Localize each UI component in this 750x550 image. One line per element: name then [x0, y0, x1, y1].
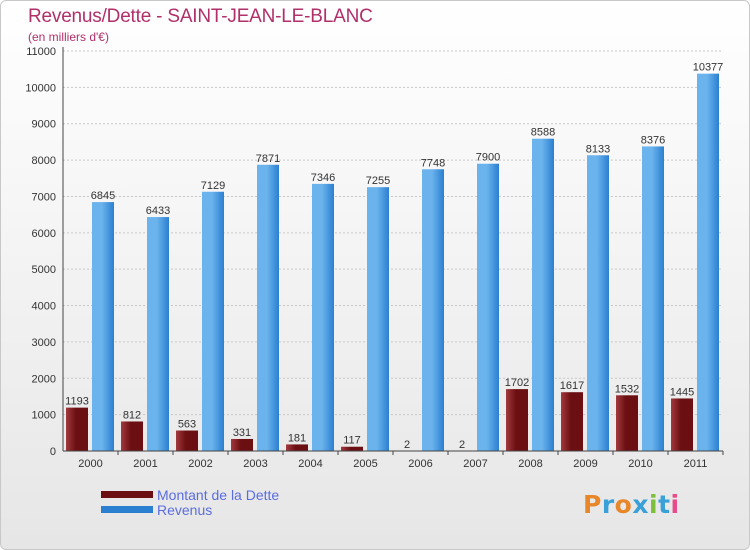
bar-revenue-2004 [312, 183, 334, 451]
x-tick-label-2005: 2005 [353, 458, 377, 470]
data-label-debt-2008: 1702 [505, 377, 529, 389]
bar-debt-2008 [506, 389, 528, 451]
bar-debt-2005 [341, 446, 363, 451]
data-label-revenue-2007: 7900 [476, 152, 500, 164]
x-tick-label-2008: 2008 [518, 458, 542, 470]
data-label-revenue-2003: 7871 [256, 153, 280, 165]
y-tick-label-1000: 1000 [32, 410, 56, 422]
legend-swatch-debt [101, 491, 153, 498]
data-label-debt-2007: 2 [459, 439, 465, 451]
data-label-revenue-2008: 8588 [531, 127, 555, 139]
chart-title: Revenus/Dette - SAINT-JEAN-LE-BLANC [28, 6, 373, 27]
x-tick-label-2009: 2009 [573, 458, 597, 470]
y-tick-label-7000: 7000 [32, 191, 56, 203]
logo-letter: i [649, 490, 659, 519]
y-tick-label-2000: 2000 [32, 373, 56, 385]
logo-letter: r [601, 490, 615, 519]
bar-debt-2002 [176, 430, 198, 451]
data-label-revenue-2006: 7748 [421, 157, 445, 169]
data-label-debt-2003: 331 [233, 427, 251, 439]
x-tick-label-2007: 2007 [463, 458, 487, 470]
logo-letter: x [632, 490, 649, 519]
x-tick-label-2002: 2002 [188, 458, 212, 470]
data-label-debt-2006: 2 [404, 439, 410, 451]
bar-debt-2003 [231, 438, 253, 451]
data-label-revenue-2004: 7346 [311, 172, 335, 184]
bar-revenue-2006 [422, 169, 444, 451]
chart-subtitle: (en milliers d'€) [28, 30, 109, 44]
bar-debt-2011 [671, 398, 693, 451]
bar-revenue-2010 [642, 146, 664, 451]
y-tick-label-10000: 10000 [25, 82, 56, 94]
legend-item-revenue: Revenus [101, 501, 279, 518]
data-label-revenue-2005: 7255 [366, 175, 390, 187]
bar-revenue-2005 [367, 187, 389, 451]
bar-revenue-2011 [697, 73, 719, 452]
x-tick-label-2004: 2004 [298, 458, 322, 470]
data-label-debt-2004: 181 [288, 432, 306, 444]
bar-revenue-2000 [92, 202, 114, 451]
bar-revenue-2007 [477, 163, 499, 451]
data-label-revenue-2002: 7129 [201, 180, 225, 192]
data-label-revenue-2011: 10377 [693, 62, 724, 74]
y-tick-label-6000: 6000 [32, 228, 56, 240]
data-label-debt-2005: 117 [343, 435, 361, 447]
y-tick-label-3000: 3000 [32, 337, 56, 349]
y-tick-label-5000: 5000 [32, 264, 56, 276]
data-label-debt-2010: 1532 [615, 383, 639, 395]
logo-letter: o [614, 490, 633, 519]
bar-debt-2000 [66, 407, 88, 451]
legend-swatch-revenue [101, 506, 153, 513]
chart-legend: Montant de la Dette Revenus [101, 486, 280, 518]
y-tick-label-0: 0 [50, 446, 56, 458]
y-tick-label-8000: 8000 [32, 155, 56, 167]
logo-letter: t [658, 490, 671, 519]
x-tick-label-2011: 2011 [684, 458, 708, 470]
y-tick-label-4000: 4000 [32, 301, 56, 313]
proxiti-logo: Proxiti [583, 490, 680, 519]
x-tick-label-2006: 2006 [408, 458, 432, 470]
data-label-debt-2001: 812 [123, 409, 141, 421]
x-tick-label-2000: 2000 [78, 458, 102, 470]
bar-debt-2001 [121, 421, 143, 451]
bar-revenue-2009 [587, 155, 609, 451]
x-tick-label-2001: 2001 [133, 458, 157, 470]
data-label-debt-2000: 1193 [65, 396, 89, 408]
bar-debt-2010 [616, 395, 638, 451]
legend-label-revenue: Revenus [157, 501, 213, 518]
bar-revenue-2001 [147, 217, 169, 451]
data-label-debt-2011: 1445 [670, 386, 694, 398]
bar-debt-2009 [561, 392, 583, 451]
x-tick-label-2010: 2010 [628, 458, 652, 470]
data-label-debt-2002: 563 [178, 419, 196, 431]
bar-revenue-2008 [532, 138, 554, 451]
y-tick-label-11000: 11000 [26, 46, 56, 58]
logo-letter: P [583, 490, 602, 519]
legend-label-debt: Montant de la Dette [157, 486, 280, 503]
data-label-revenue-2001: 6433 [146, 205, 170, 217]
bar-revenue-2002 [202, 191, 224, 451]
logo-letter: i [670, 490, 680, 519]
data-label-revenue-2000: 6845 [91, 190, 115, 202]
x-tick-label-2003: 2003 [243, 458, 267, 470]
legend-item-debt: Montant de la Dette [101, 486, 280, 503]
data-label-debt-2009: 1617 [560, 380, 584, 392]
y-tick-label-9000: 9000 [32, 119, 56, 131]
bar-revenue-2003 [257, 164, 279, 452]
data-label-revenue-2009: 8133 [586, 143, 610, 155]
bar-debt-2004 [286, 444, 308, 451]
data-label-revenue-2010: 8376 [641, 134, 665, 146]
